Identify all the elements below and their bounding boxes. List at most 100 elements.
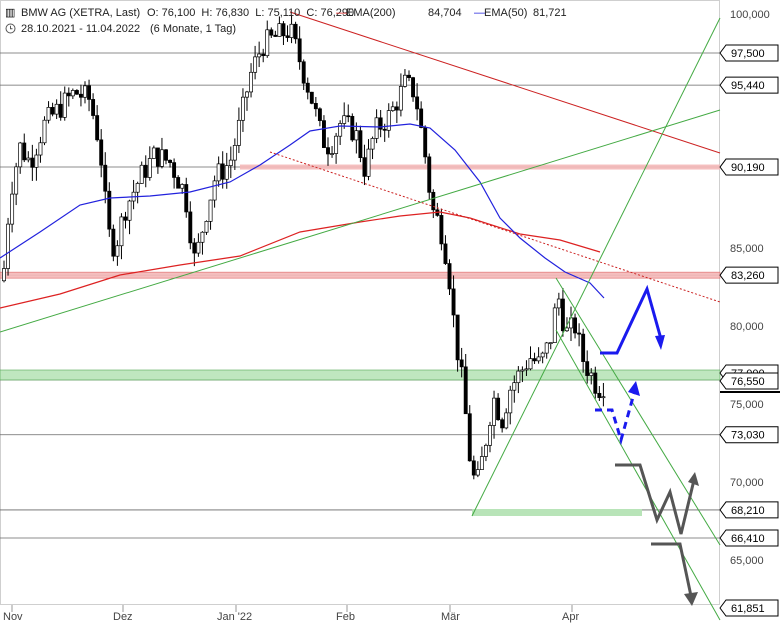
- price-tag-box: [719, 158, 779, 176]
- candle-body: [431, 191, 436, 211]
- price-tag-box: [719, 426, 779, 444]
- candle-body: [544, 342, 549, 354]
- x-tick-label: Dez: [113, 611, 133, 623]
- candle-body: [407, 74, 411, 78]
- price-tag-text: 97,500: [731, 48, 765, 60]
- candle-body: [403, 74, 407, 87]
- candle-body: [548, 342, 553, 344]
- candle-body: [30, 157, 35, 168]
- candle-body: [269, 29, 274, 36]
- candle-body: [479, 456, 484, 470]
- price-tag-83260: 83,260: [719, 266, 779, 284]
- candle-body: [87, 85, 91, 100]
- resistance-zone: [0, 272, 720, 279]
- price-tag-text: 61,851: [731, 603, 765, 615]
- candle-body: [552, 307, 557, 343]
- candle-body: [289, 23, 294, 38]
- price-tag-text: 68,210: [731, 505, 765, 517]
- candle-body: [184, 184, 189, 213]
- price-tag-text: 73,030: [731, 430, 765, 442]
- candle-body: [241, 96, 245, 121]
- projection-arrowhead: [684, 592, 698, 606]
- candle-body: [208, 199, 213, 222]
- candle-body: [362, 157, 367, 177]
- candle-body: [508, 389, 513, 414]
- candle-body: [573, 317, 578, 334]
- support-zone: [0, 370, 720, 380]
- y-tick-label: 75,000: [730, 399, 764, 411]
- candle-body: [180, 184, 185, 189]
- clock-hands: [10, 25, 13, 30]
- candle-body: [261, 53, 266, 57]
- candle-body: [176, 177, 181, 189]
- projection-arrowhead: [628, 381, 640, 396]
- candle-body: [265, 29, 270, 57]
- candle-body: [139, 164, 144, 184]
- price-tag-text: 90,190: [731, 162, 765, 174]
- candle-body: [394, 106, 399, 111]
- candle-body: [236, 119, 241, 146]
- candle-body: [411, 77, 416, 98]
- price-tag-61851: 61,851: [719, 599, 779, 617]
- candle-body: [297, 38, 302, 63]
- candle-body: [228, 159, 233, 166]
- uptrend-line: [471, 17, 721, 517]
- candle-body: [216, 163, 221, 182]
- candle-body: [463, 366, 468, 415]
- candle-body: [330, 153, 335, 155]
- candle-body: [78, 93, 83, 98]
- candle-body: [232, 145, 237, 161]
- ema200-label: EMA(200): [346, 7, 396, 19]
- uptrend-line: [0, 109, 721, 333]
- candle-body: [147, 158, 152, 178]
- candle-body: [62, 92, 67, 118]
- bar-chart-icon: ▥: [5, 7, 15, 19]
- candle-body: [423, 127, 428, 158]
- candle-body: [172, 162, 177, 178]
- candle-body: [46, 107, 51, 121]
- x-tick-label: Feb: [336, 611, 355, 623]
- candle-body: [524, 368, 529, 371]
- candle-body: [512, 382, 517, 391]
- ema50-legend-dash: —: [474, 7, 485, 19]
- price-tag-73030: 73,030: [719, 426, 779, 444]
- candle-body: [322, 120, 326, 148]
- candle-body: [22, 142, 27, 161]
- candle-body: [91, 99, 96, 116]
- candle-body: [160, 149, 164, 167]
- candle-body: [277, 23, 282, 37]
- candle-body: [496, 397, 501, 421]
- period: (6 Monate, 1 Tag): [150, 23, 236, 35]
- candle-body: [50, 107, 55, 115]
- candle-body: [536, 356, 541, 362]
- candle-body: [342, 115, 347, 124]
- candle-body: [520, 369, 525, 372]
- candle-body: [488, 425, 492, 446]
- candle-body: [151, 147, 156, 159]
- candle-body: [26, 157, 31, 161]
- support-zone: [472, 509, 642, 516]
- dotted-trend-line: [269, 151, 721, 303]
- ema200-value: 84,704: [428, 7, 462, 19]
- candle-body: [451, 288, 456, 316]
- price-tag-76550: 76,550: [719, 372, 779, 390]
- y-tick-label: 100,000: [730, 9, 770, 21]
- candle-body: [560, 298, 565, 332]
- candle-body: [504, 412, 509, 429]
- candle-body: [38, 142, 43, 156]
- price-tag-box: [719, 599, 779, 617]
- candle-body: [34, 154, 39, 168]
- candle-body: [99, 139, 104, 166]
- candle-body: [386, 110, 391, 131]
- candle-body: [253, 56, 258, 73]
- x-axis: Nov Dez Jan '22 Feb Mär Apr: [3, 605, 579, 623]
- candle-body: [455, 314, 460, 361]
- candle-body: [366, 148, 371, 177]
- price-tag-box: [719, 372, 779, 390]
- projection-path: [600, 284, 663, 355]
- candle-body: [74, 90, 79, 95]
- candle-body: [443, 243, 448, 264]
- price-tag-95440: 95,440: [719, 76, 779, 94]
- candle-body: [581, 333, 586, 362]
- candle-body: [540, 352, 545, 358]
